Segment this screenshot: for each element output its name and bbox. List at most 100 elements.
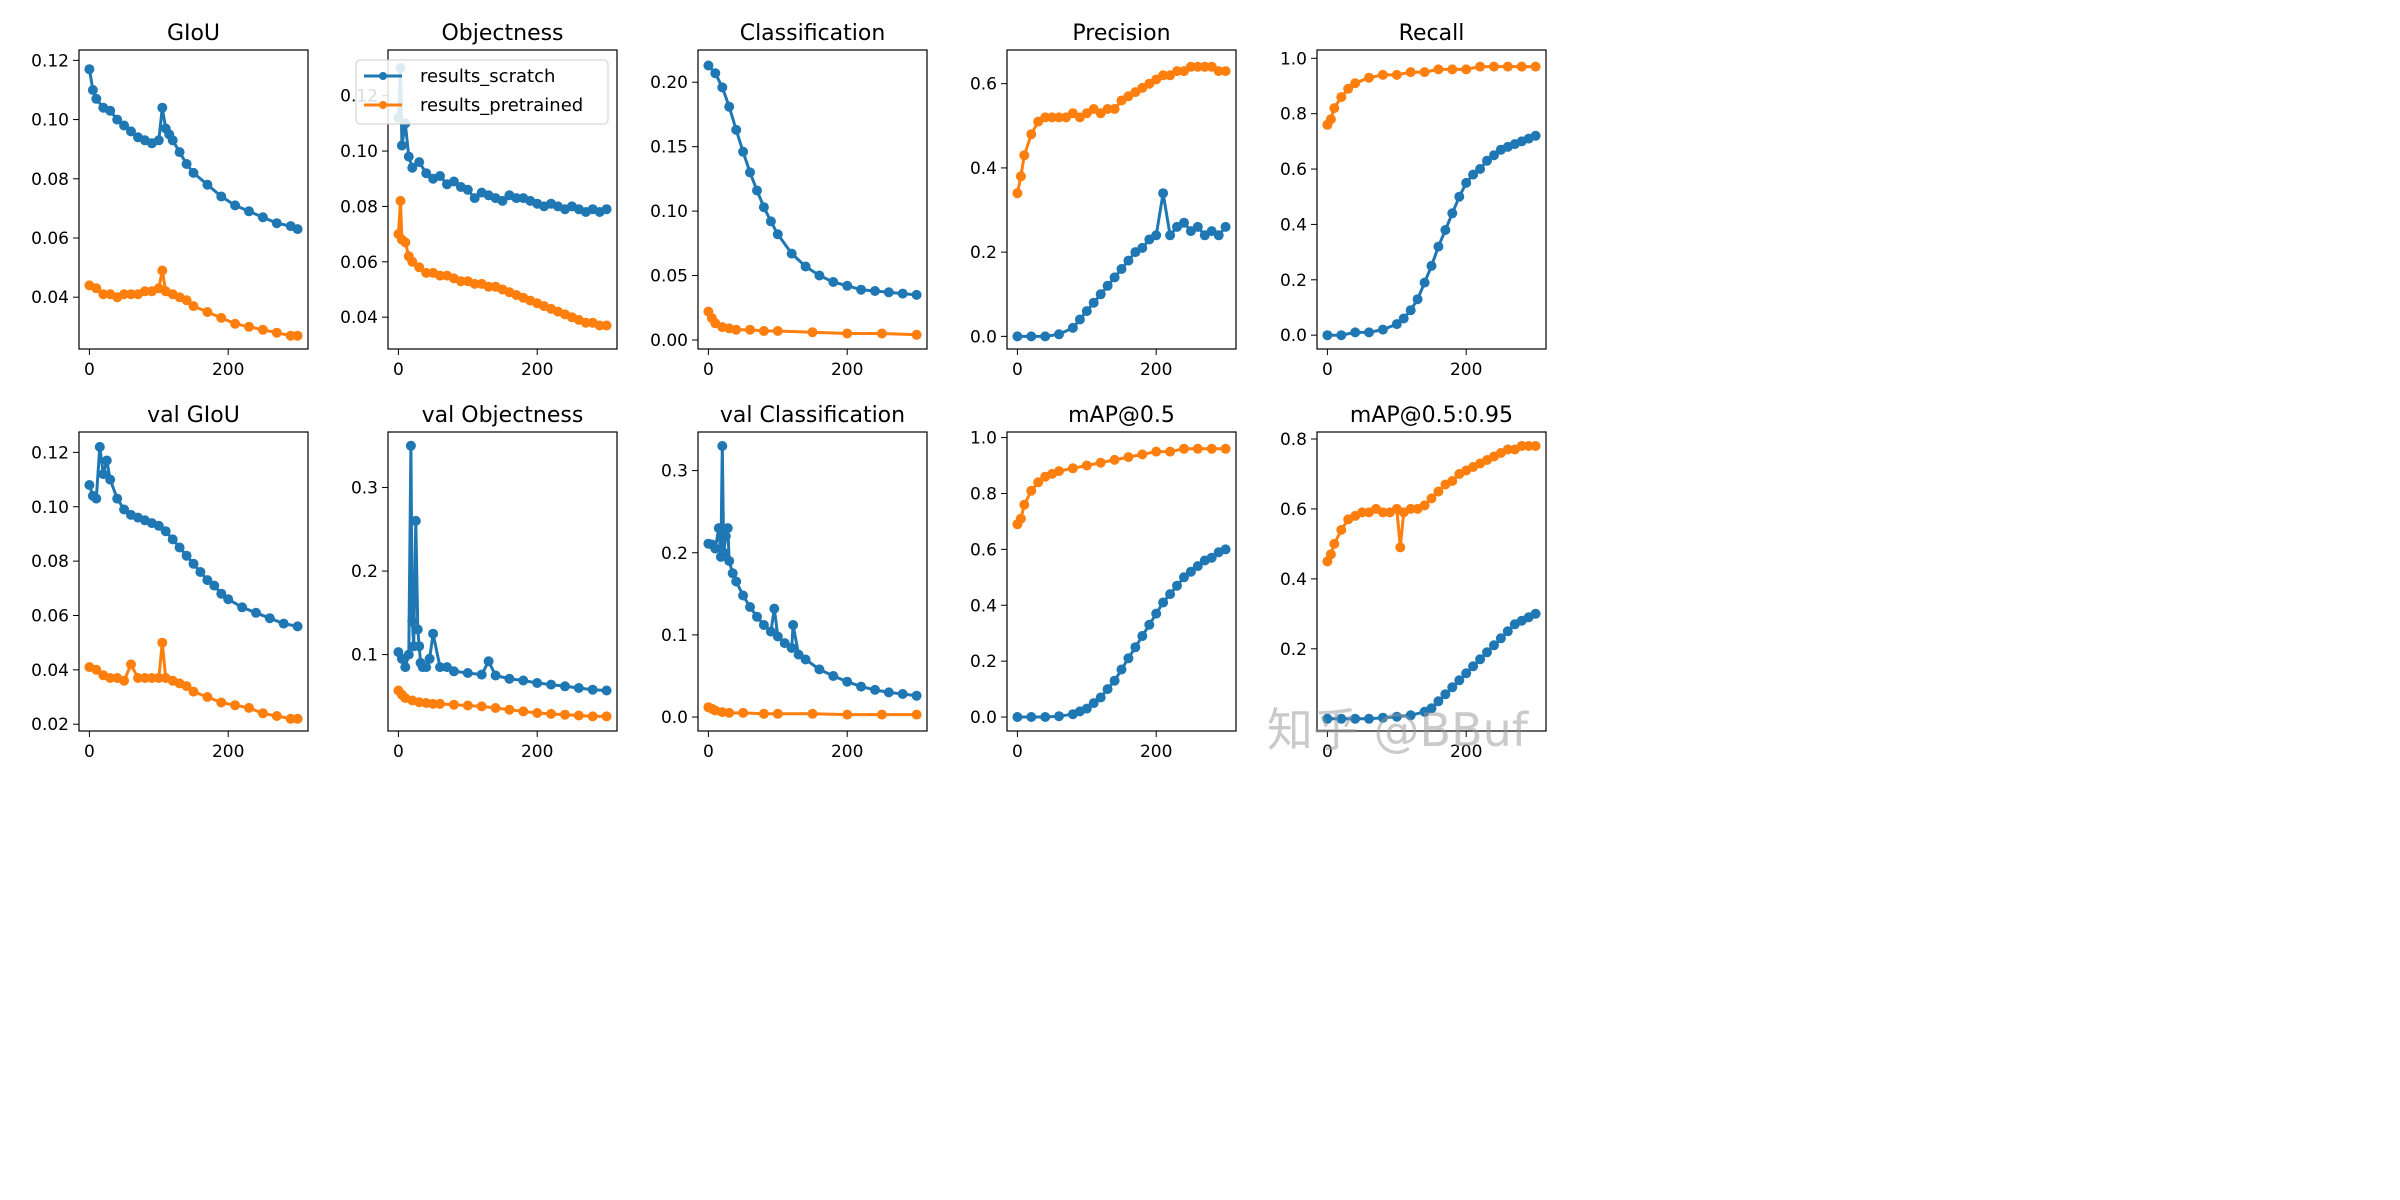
data-point	[1447, 64, 1458, 75]
x-tick-label: 200	[831, 360, 863, 380]
subplot-title: Objectness	[441, 21, 563, 46]
series-pretrained	[703, 702, 922, 720]
data-point	[1015, 171, 1026, 182]
data-point	[1088, 698, 1099, 709]
data-point	[772, 229, 783, 240]
data-point	[807, 708, 818, 719]
subplot-title: Recall	[1399, 21, 1465, 46]
data-point	[94, 441, 105, 452]
data-point	[1213, 66, 1224, 77]
subplot-title: mAP@0.5:0.95	[1350, 403, 1513, 428]
data-point	[167, 534, 178, 545]
data-point	[414, 157, 425, 168]
subplot-title: GIoU	[167, 21, 220, 46]
data-point	[800, 261, 811, 272]
data-point	[271, 218, 282, 229]
data-point	[1447, 682, 1458, 693]
data-point	[421, 168, 432, 179]
data-point	[1206, 443, 1217, 454]
legend-marker-pretrained	[379, 101, 387, 109]
data-point	[587, 684, 598, 695]
data-point	[1199, 61, 1210, 72]
y-tick-label: 0.15	[650, 138, 688, 158]
y-tick-label: 0.6	[970, 75, 997, 95]
y-tick-label: 0.6	[970, 540, 997, 560]
data-point	[814, 270, 825, 281]
data-point	[462, 668, 473, 678]
data-point	[1475, 61, 1486, 72]
watermark-logo: 知乎 @BBuf	[1266, 703, 1528, 757]
series-pretrained	[1012, 443, 1231, 530]
data-point	[897, 288, 908, 299]
axes-frame	[697, 431, 928, 732]
data-point	[244, 206, 254, 217]
y-tick-label: 0.3	[351, 479, 378, 499]
y-tick-label: 0.10	[31, 498, 69, 518]
y-tick-label: 0.06	[31, 606, 69, 626]
data-point	[1137, 449, 1148, 460]
data-point	[188, 558, 199, 569]
data-point	[504, 704, 515, 715]
data-point	[181, 159, 192, 169]
data-point	[1391, 69, 1402, 80]
x-tick-label: 200	[521, 360, 553, 380]
data-point	[518, 675, 529, 686]
data-point	[1405, 710, 1416, 721]
data-point	[174, 147, 185, 158]
series-pretrained	[84, 637, 303, 724]
data-point	[710, 543, 721, 554]
data-point	[738, 590, 749, 601]
series-scratch	[1012, 188, 1231, 342]
data-point	[91, 664, 102, 675]
data-point	[181, 295, 192, 306]
data-point	[1502, 61, 1513, 72]
series-scratch	[84, 441, 303, 632]
data-point	[202, 575, 213, 586]
data-point	[1192, 561, 1203, 572]
data-point	[1350, 78, 1361, 89]
data-point	[1095, 457, 1106, 468]
y-tick-label: 0.0	[1280, 326, 1307, 346]
data-point	[181, 681, 192, 692]
data-point	[1447, 476, 1458, 486]
data-point	[1172, 580, 1182, 591]
data-point	[105, 474, 116, 485]
data-point	[91, 493, 102, 504]
legend-label-pretrained: results_pretrained	[420, 95, 583, 116]
data-point	[769, 603, 780, 614]
data-point	[174, 542, 185, 553]
x-tick-label: 200	[831, 742, 863, 762]
y-tick-label: 0.4	[1280, 215, 1307, 235]
data-point	[1461, 64, 1472, 75]
data-point	[587, 711, 598, 722]
data-point	[188, 301, 199, 312]
data-point	[1151, 608, 1162, 619]
data-point	[828, 277, 839, 287]
axes-frame	[1006, 49, 1237, 350]
data-point	[911, 709, 922, 720]
data-point	[1012, 712, 1023, 722]
x-tick-label: 0	[703, 742, 714, 762]
data-point	[101, 455, 112, 466]
data-point	[1172, 66, 1182, 77]
data-point	[428, 698, 439, 709]
data-point	[1012, 331, 1023, 342]
data-point	[153, 520, 164, 531]
data-point	[1516, 441, 1527, 451]
data-point	[713, 523, 724, 534]
subplot-title: Precision	[1072, 21, 1170, 46]
data-point	[1364, 72, 1374, 83]
axes-frame	[78, 431, 309, 732]
data-point	[1040, 712, 1051, 722]
data-point	[814, 664, 825, 675]
data-point	[223, 594, 234, 605]
data-point	[490, 670, 501, 681]
subplot-10: mAP@0.5:0.95 0.2 0.4 0.6 0.8 0 200	[1280, 403, 1547, 762]
data-point	[1109, 272, 1120, 283]
y-tick-label: 0.10	[340, 142, 378, 162]
data-point	[1377, 507, 1388, 518]
data-point	[504, 673, 515, 684]
data-point	[1040, 331, 1051, 342]
data-point	[257, 212, 268, 223]
series-pretrained	[84, 265, 303, 341]
